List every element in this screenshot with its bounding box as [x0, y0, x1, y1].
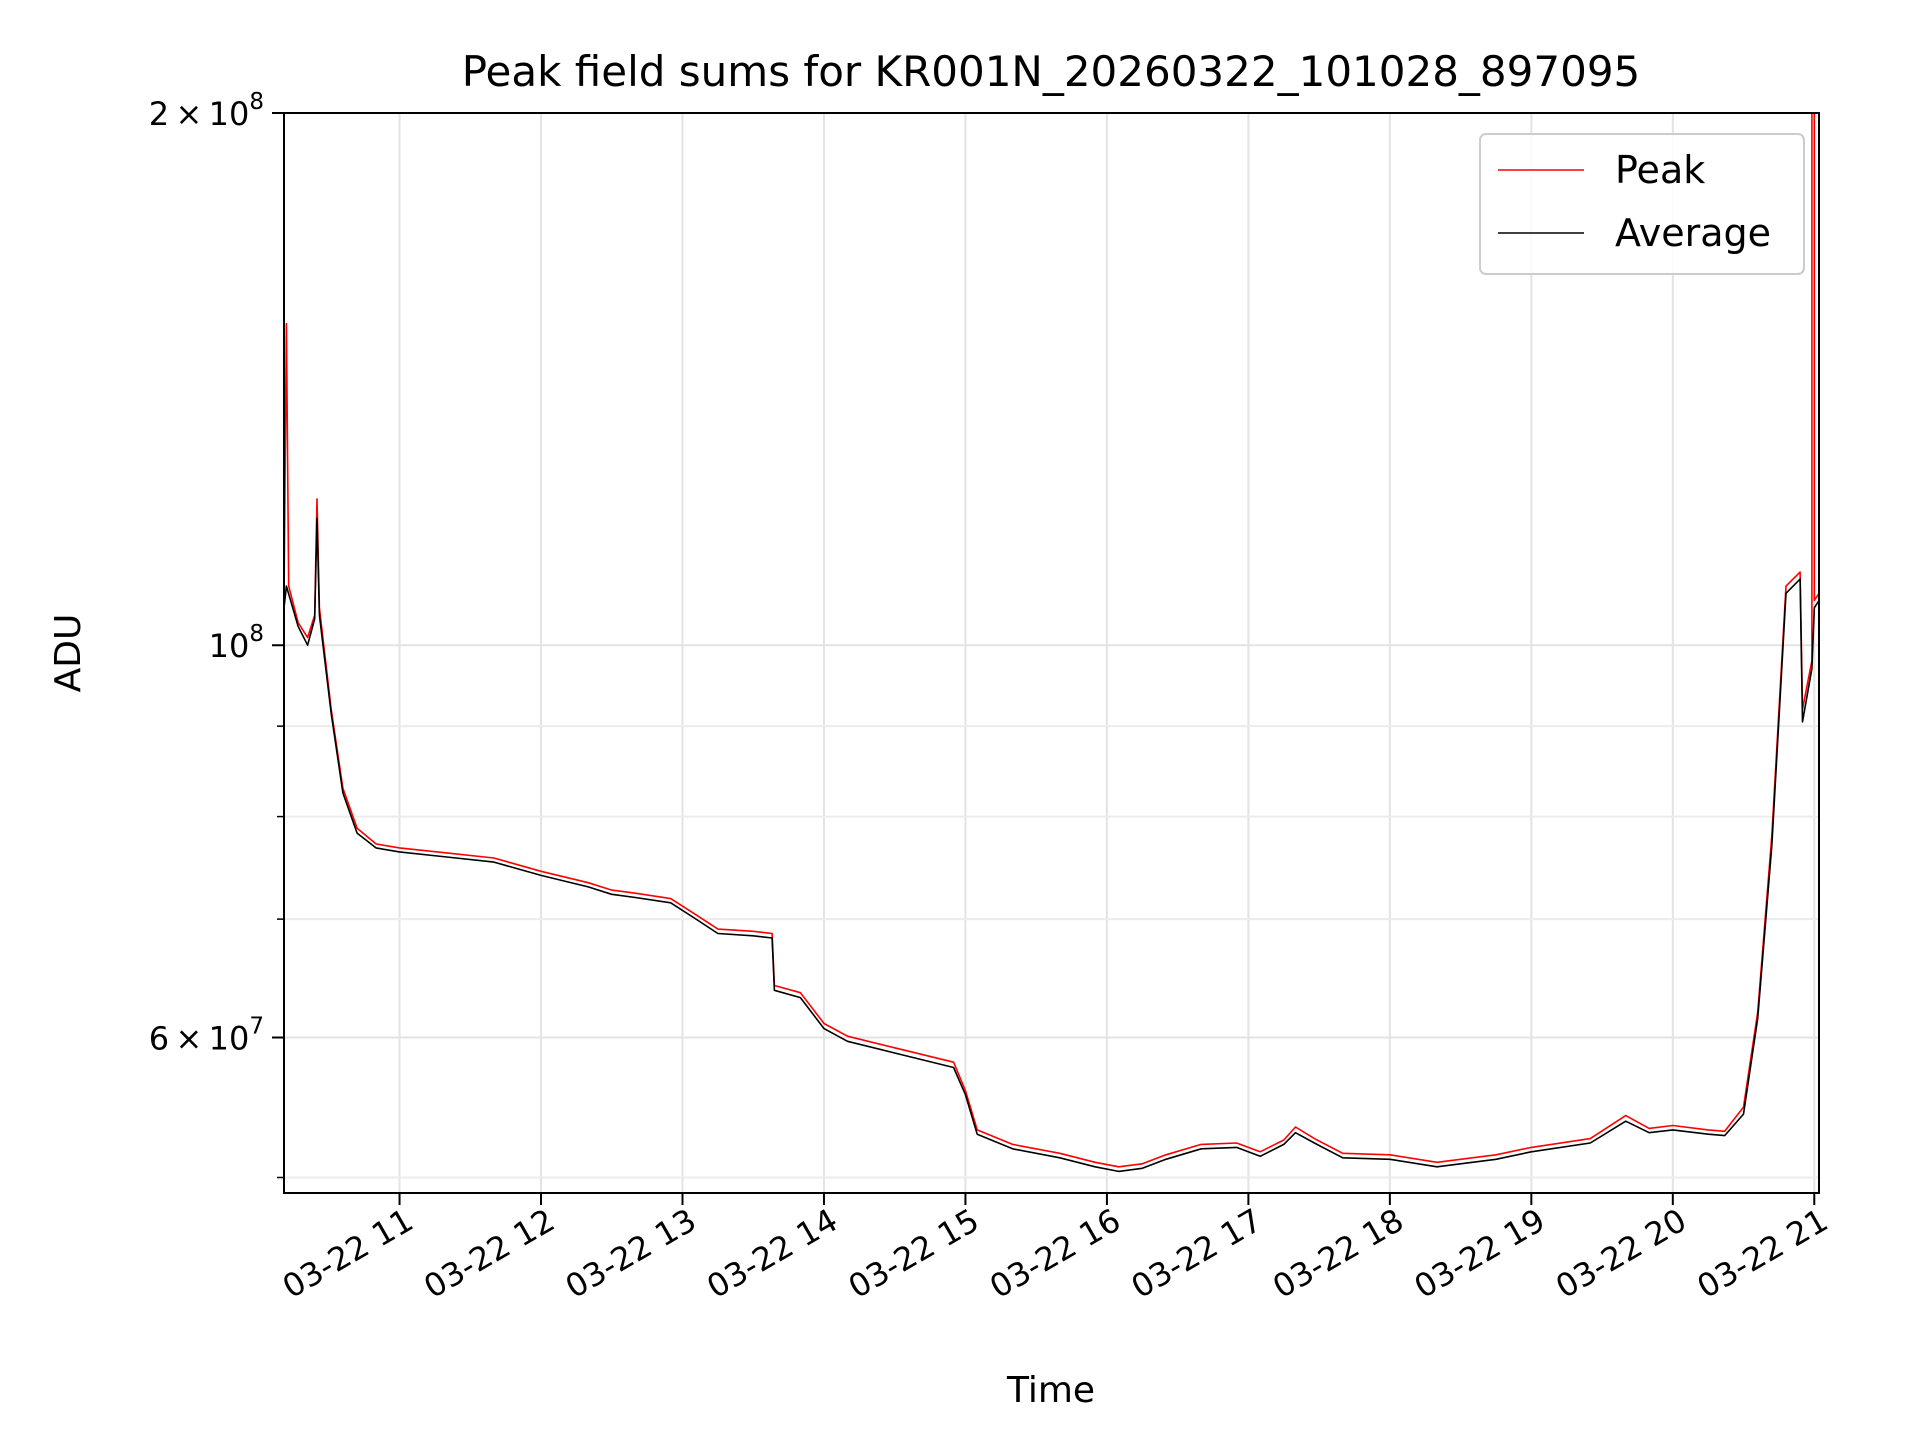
- y-tick-exponent: 7: [249, 1013, 264, 1039]
- legend-box: [1479, 133, 1805, 275]
- legend: Peak Average: [1479, 133, 1805, 275]
- x-tick-label: 03-22 13: [559, 1201, 703, 1306]
- x-tick-label: 03-22 14: [700, 1201, 844, 1306]
- series-line-peak: [284, 113, 1819, 1168]
- plot-frame: [283, 112, 1820, 1194]
- y-axis-label: ADU: [48, 614, 89, 693]
- x-tick-label: 03-22 20: [1549, 1201, 1693, 1306]
- x-tick-label: 03-22 19: [1408, 1201, 1552, 1306]
- y-tick-exponent: 8: [249, 621, 264, 647]
- chart-title: Peak field sums for KR001N_20260322_1010…: [462, 47, 1641, 96]
- series-line-average: [284, 517, 1819, 1173]
- legend-label-peak: Peak: [1615, 148, 1705, 192]
- x-axis-label: Time: [1006, 1370, 1095, 1411]
- x-tick-label: 03-22 15: [842, 1201, 986, 1306]
- y-tick-label: 108: [209, 621, 264, 665]
- x-tick-label: 03-22 17: [1125, 1201, 1269, 1306]
- x-tick-label: 03-22 11: [276, 1201, 420, 1306]
- y-tick-exponent: 8: [249, 89, 264, 115]
- series-layer: [284, 113, 1819, 1173]
- y-tick-mantissa: 2: [149, 95, 169, 133]
- x-tick-label: 03-22 18: [1266, 1201, 1410, 1306]
- x-tick-label: 03-22 16: [983, 1201, 1127, 1306]
- legend-label-average: Average: [1615, 211, 1771, 255]
- y-tick-label: 2 × 108: [149, 89, 264, 133]
- x-tick-label: 03-22 21: [1691, 1201, 1835, 1306]
- y-tick-label: 6 × 107: [149, 1013, 264, 1057]
- x-tick-label: 03-22 12: [417, 1201, 561, 1306]
- y-tick-mantissa: 6: [149, 1019, 169, 1057]
